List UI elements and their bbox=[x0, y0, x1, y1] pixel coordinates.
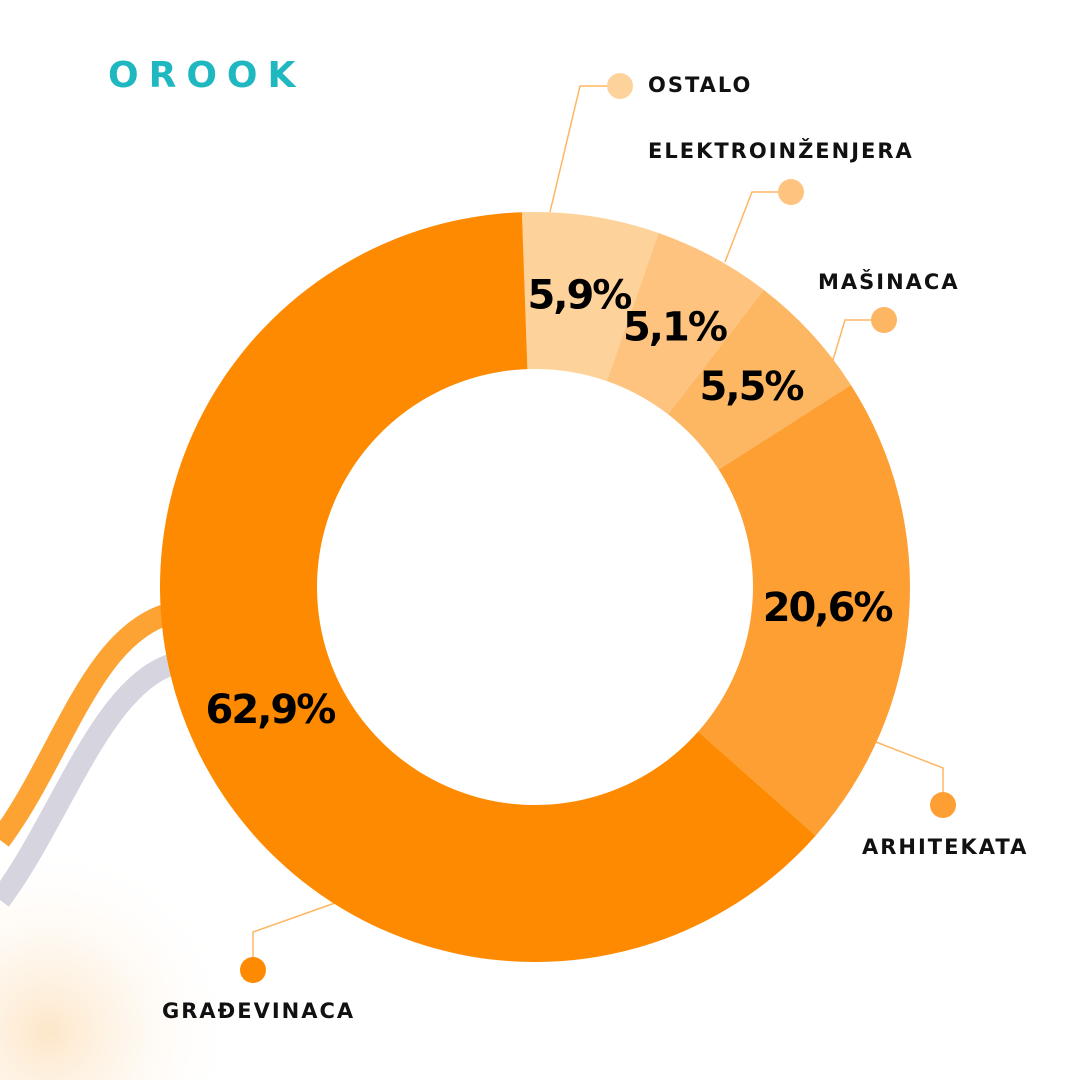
leader-line bbox=[549, 85, 607, 213]
donut-segment bbox=[521, 211, 659, 382]
donut-segment bbox=[606, 232, 764, 415]
donut-segment bbox=[159, 212, 816, 963]
donut-segment bbox=[698, 384, 910, 836]
legend-dot bbox=[240, 957, 266, 983]
category-label: OSTALO bbox=[648, 73, 752, 97]
category-label: GRAĐEVINACA bbox=[162, 999, 355, 1023]
value-label: 62,9% bbox=[206, 687, 336, 733]
category-label: MAŠINACA bbox=[818, 269, 960, 294]
value-label: 5,1% bbox=[623, 304, 727, 350]
decor-wave bbox=[0, 654, 175, 907]
category-label: ELEKTROINŽENJERA bbox=[648, 138, 914, 163]
logo: OROOK bbox=[108, 55, 305, 96]
value-label: 5,5% bbox=[700, 364, 804, 410]
leader-lines bbox=[252, 85, 944, 957]
leader-line bbox=[724, 191, 778, 263]
decor-wave bbox=[0, 604, 170, 847]
value-label: 5,9% bbox=[527, 272, 631, 318]
legend-dot bbox=[778, 179, 804, 205]
legend-dot bbox=[871, 307, 897, 333]
legend-dot bbox=[930, 792, 956, 818]
leader-line bbox=[875, 741, 944, 792]
legend-dot bbox=[607, 73, 633, 99]
category-label: ARHITEKATA bbox=[862, 835, 1028, 859]
leader-line bbox=[829, 319, 871, 371]
value-label: 20,6% bbox=[763, 585, 893, 631]
donut-segment bbox=[668, 289, 851, 470]
leader-line bbox=[252, 902, 336, 957]
